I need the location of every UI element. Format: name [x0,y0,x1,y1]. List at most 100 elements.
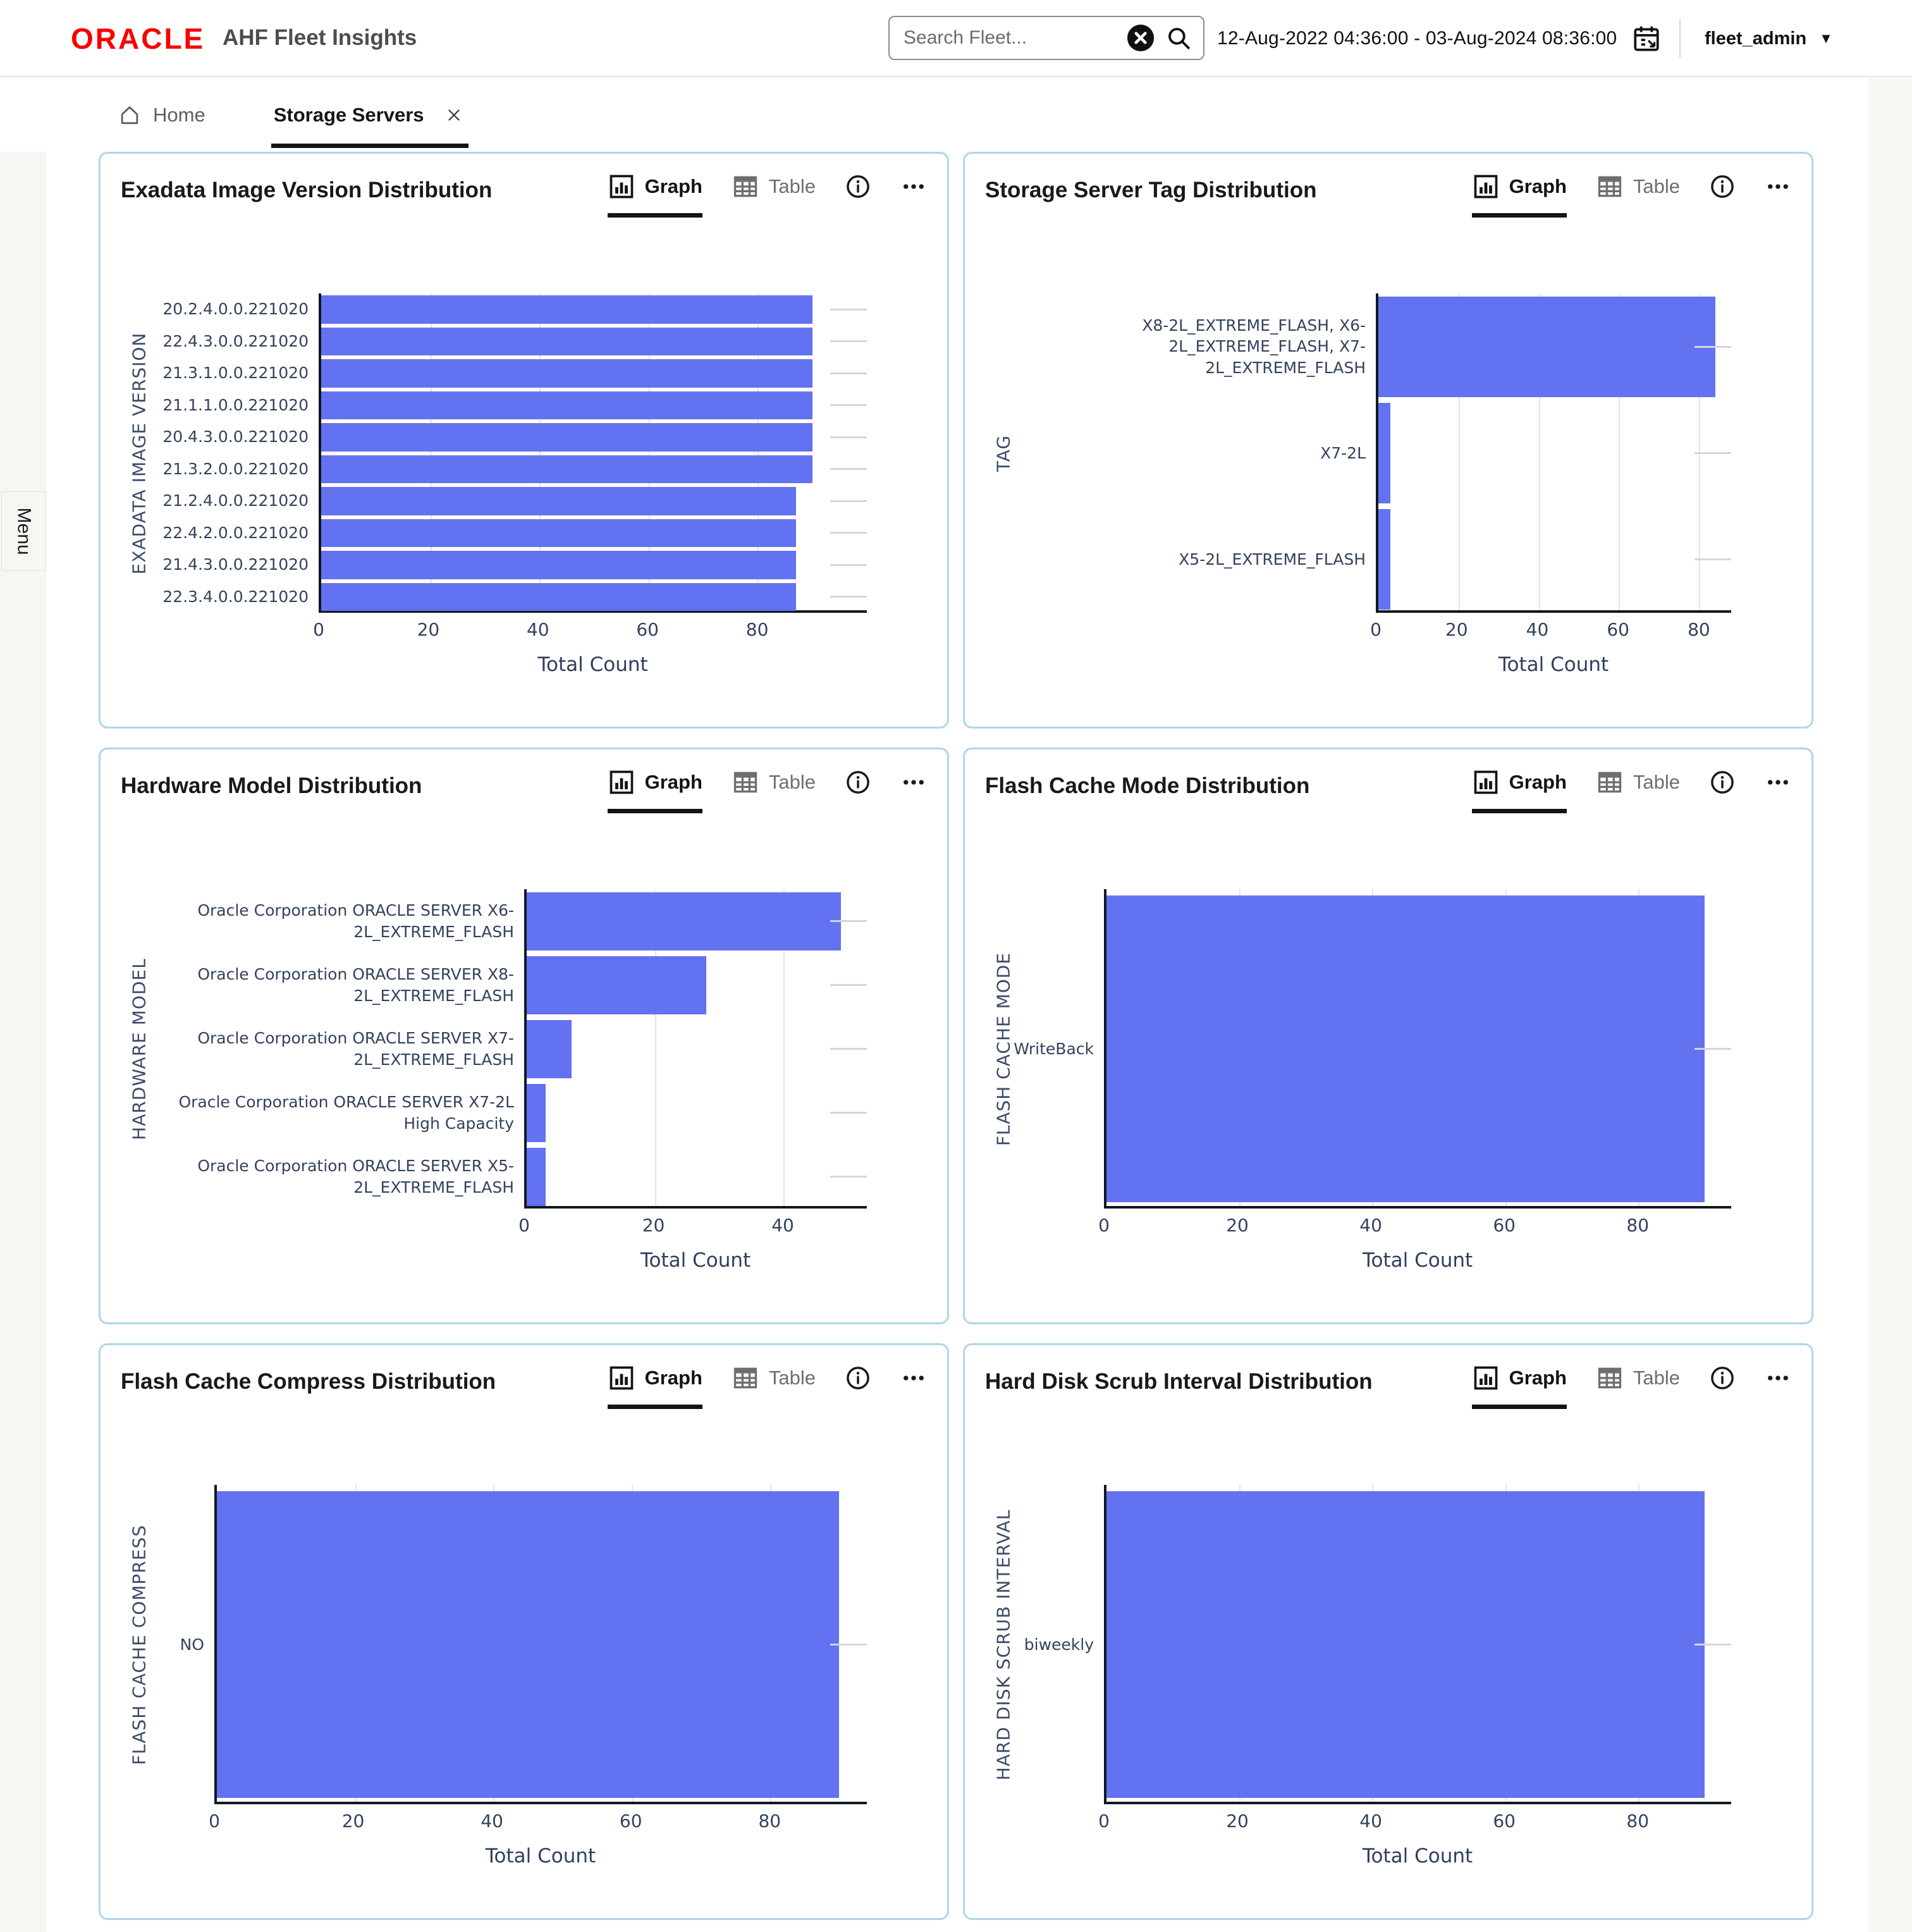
card-header: Exadata Image Version Distribution Graph [121,173,927,218]
search-icon[interactable] [1165,25,1192,51]
bar[interactable] [527,956,707,1014]
right-tick-mark [830,404,867,407]
bar[interactable] [527,892,842,951]
table-view-toggle[interactable]: Table [732,173,816,218]
info-button[interactable] [1709,768,1736,796]
ellipsis-icon [904,1375,924,1381]
bar[interactable] [1378,509,1391,610]
date-range-text: 12-Aug-2022 04:36:00 - 03-Aug-2024 08:36… [1217,28,1617,49]
y-axis-title: TAG [993,434,1014,472]
gridline [655,889,657,1206]
category-label: 20.2.4.0.0.221020 [162,300,309,319]
info-button[interactable] [1709,173,1736,200]
right-tick-mark [1694,1048,1731,1050]
bar[interactable] [321,519,796,547]
bar[interactable] [1378,402,1391,504]
right-tick-mark [830,1112,867,1114]
category-label: X8-2L_EXTREME_FLASH, X6-2L_EXTREME_FLASH… [1142,316,1366,378]
more-actions-button[interactable] [900,173,927,200]
close-icon[interactable] [444,106,463,125]
bar[interactable] [527,1019,572,1078]
card-title: Exadata Image Version Distribution [121,178,493,202]
search-input[interactable] [904,27,1126,49]
table-view-toggle[interactable]: Table [1596,768,1680,813]
more-actions-button[interactable] [1765,1364,1791,1392]
ellipsis-icon [1768,780,1788,785]
graph-label: Graph [644,175,702,197]
card-title: Hard Disk Scrub Interval Distribution [985,1369,1373,1394]
category-label: NO [180,1635,204,1654]
more-actions-button[interactable] [900,1364,927,1392]
ellipsis-icon [1768,1375,1788,1381]
card-header: Hardware Model Distribution Graph [121,768,927,813]
card-title: Flash Cache Mode Distribution [985,773,1310,798]
graph-view-toggle[interactable]: Graph [607,768,702,813]
bar[interactable] [321,423,812,452]
bar[interactable] [321,487,796,515]
right-tick-mark [830,308,867,311]
graph-view-toggle[interactable]: Graph [1471,1364,1567,1409]
bar[interactable] [321,295,812,324]
right-tick-mark [830,500,867,502]
right-tick-mark [1694,452,1731,454]
x-axis-title: Total Count [1498,653,1609,676]
bar[interactable] [527,1083,546,1142]
bar-chart-icon [1474,770,1497,794]
table-view-toggle[interactable]: Table [1596,173,1680,218]
table-icon [733,176,757,197]
table-view-toggle[interactable]: Table [1596,1364,1680,1409]
bar[interactable] [321,551,796,579]
graph-view-toggle[interactable]: Graph [1471,173,1567,218]
bar[interactable] [527,1147,546,1206]
table-icon [1598,1367,1622,1389]
x-tick-label: 40 [771,1215,794,1236]
bar[interactable] [321,327,812,355]
info-button[interactable] [845,173,871,200]
menu-tab[interactable]: Menu [1,491,46,571]
category-label: biweekly [1024,1635,1094,1654]
bar-chart-icon [610,1366,633,1390]
graph-label: Graph [1509,175,1567,197]
gridline [1538,293,1540,610]
fleet-search-box[interactable] [888,16,1204,60]
more-actions-button[interactable] [1765,768,1791,796]
bar[interactable] [321,582,796,611]
table-view-toggle[interactable]: Table [732,768,816,813]
clear-search-icon[interactable] [1126,23,1155,52]
bar[interactable] [321,359,812,388]
bar[interactable] [321,455,812,483]
more-actions-button[interactable] [1765,173,1791,200]
right-tick-mark [830,596,867,598]
bar[interactable] [217,1491,840,1798]
category-label: X7-2L [1320,443,1366,462]
right-rail [1868,78,1912,1932]
ellipsis-icon [904,184,924,189]
graph-view-toggle[interactable]: Graph [607,1364,702,1409]
graph-view-toggle[interactable]: Graph [607,173,702,218]
category-label: 21.3.1.0.0.221020 [162,364,309,383]
card-toolbar: Graph Table [607,1364,927,1409]
graph-view-toggle[interactable]: Graph [1471,768,1567,813]
x-axis-ticks: 0 20 40 [518,1209,867,1239]
card-toolbar: Graph Table [1471,768,1791,813]
table-view-toggle[interactable]: Table [732,1364,816,1409]
date-range-picker[interactable]: 12-Aug-2022 04:36:00 - 03-Aug-2024 08:36… [1217,0,1662,77]
more-actions-button[interactable] [900,768,927,796]
category-label: Oracle Corporation ORACLE SERVER X8-2L_E… [197,964,514,1005]
ellipsis-icon [1768,184,1788,189]
info-button[interactable] [845,768,871,796]
user-menu[interactable]: fleet_admin ▼ [1705,0,1833,77]
tab-storage-servers[interactable]: Storage Servers [271,104,469,148]
tab-home[interactable]: Home [118,103,205,127]
bar[interactable] [321,391,812,419]
table-icon [1598,772,1622,793]
bar-chart: FLASH CACHE MODE WriteBack 0 20 40 60 80 Tot… [985,889,1791,1272]
bar[interactable] [1106,895,1705,1202]
card-toolbar: Graph Table [607,173,927,218]
info-button[interactable] [845,1364,871,1392]
bar[interactable] [1378,296,1715,397]
bar[interactable] [1106,1491,1705,1798]
info-button[interactable] [1709,1364,1736,1392]
plot-area [1376,293,1731,613]
calendar-icon[interactable] [1631,23,1662,54]
